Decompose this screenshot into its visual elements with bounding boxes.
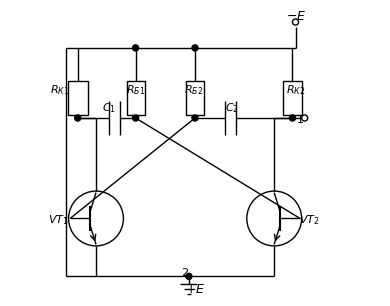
Circle shape (69, 191, 123, 246)
Bar (283, 81, 302, 115)
Bar (127, 81, 145, 115)
Circle shape (192, 115, 198, 121)
Circle shape (133, 115, 139, 121)
Text: $R_{К2}$: $R_{К2}$ (286, 84, 306, 97)
Circle shape (74, 115, 81, 121)
Text: $VT_{1}$: $VT_{1}$ (48, 213, 69, 227)
Text: $C_{2}$: $C_{2}$ (225, 101, 239, 115)
Circle shape (192, 45, 198, 51)
Text: $R_{Б1}$: $R_{Б1}$ (126, 84, 146, 97)
Circle shape (247, 191, 301, 246)
Text: $VT_{2}$: $VT_{2}$ (299, 213, 319, 227)
Text: $2$: $2$ (181, 266, 189, 278)
Text: $1$: $1$ (296, 113, 303, 125)
Circle shape (289, 115, 296, 121)
Bar (68, 81, 88, 115)
Text: $R_{Б2}$: $R_{Б2}$ (184, 84, 204, 97)
Text: $C_{1}$: $C_{1}$ (103, 101, 116, 115)
Circle shape (292, 19, 299, 25)
Text: $+E$: $+E$ (185, 283, 206, 296)
Circle shape (186, 273, 192, 279)
Circle shape (133, 45, 139, 51)
Circle shape (301, 115, 308, 121)
Text: $-E$: $-E$ (286, 10, 307, 24)
Bar (186, 81, 204, 115)
Text: $R_{К1}$: $R_{К1}$ (50, 84, 70, 97)
